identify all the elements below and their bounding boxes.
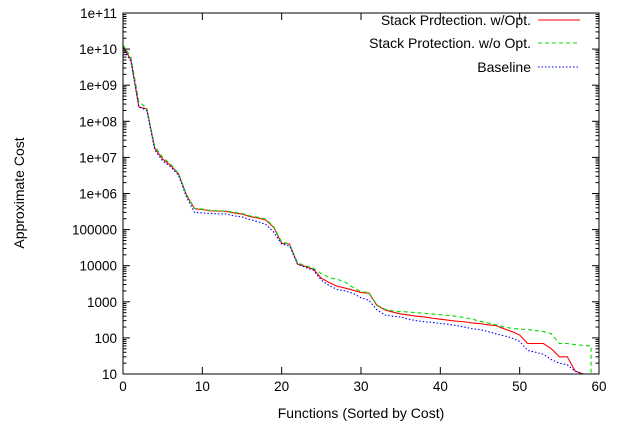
series-layer xyxy=(122,44,592,375)
x-tick-label: 40 xyxy=(433,379,448,394)
x-tick-label: 50 xyxy=(512,379,527,394)
series-line-1 xyxy=(122,45,584,375)
y-tick-label: 1e+08 xyxy=(79,114,117,129)
series-line-2 xyxy=(122,44,592,374)
series-line-3 xyxy=(122,47,584,375)
y-tick-label: 1e+06 xyxy=(79,187,117,202)
y-tick-label: 100 xyxy=(94,331,117,346)
y-tick-label: 1000 xyxy=(87,295,117,310)
y-axis-title: Approximate Cost xyxy=(11,137,27,248)
y-tick-label: 1e+09 xyxy=(79,78,117,93)
legend-label-2: Stack Protection. w/o Opt. xyxy=(369,35,531,51)
legend-label-3: Baseline xyxy=(477,59,531,75)
x-tick-label: 0 xyxy=(119,379,127,394)
x-tick-label: 30 xyxy=(353,379,368,394)
axis-ticks: 0 10 20 30 40 50 60101001000100001000001e+061e… xyxy=(72,6,607,394)
legend-label-1: Stack Protection. w/Opt. xyxy=(381,12,531,28)
legend: Stack Protection. w/Opt. Stack Protection… xyxy=(369,12,580,75)
x-tick-label: 10 xyxy=(195,379,210,394)
x-tick-label: 20 xyxy=(274,379,289,394)
x-axis-title: Functions (Sorted by Cost) xyxy=(278,405,445,421)
y-tick-label: 1e+07 xyxy=(79,150,117,165)
y-tick-label: 1e+10 xyxy=(79,42,117,57)
y-tick-label: 100000 xyxy=(72,223,117,238)
y-tick-label: 10 xyxy=(102,367,117,382)
y-tick-label: 10000 xyxy=(79,259,117,274)
x-tick-label: 60 xyxy=(591,379,606,394)
y-tick-label: 1e+11 xyxy=(80,6,117,21)
